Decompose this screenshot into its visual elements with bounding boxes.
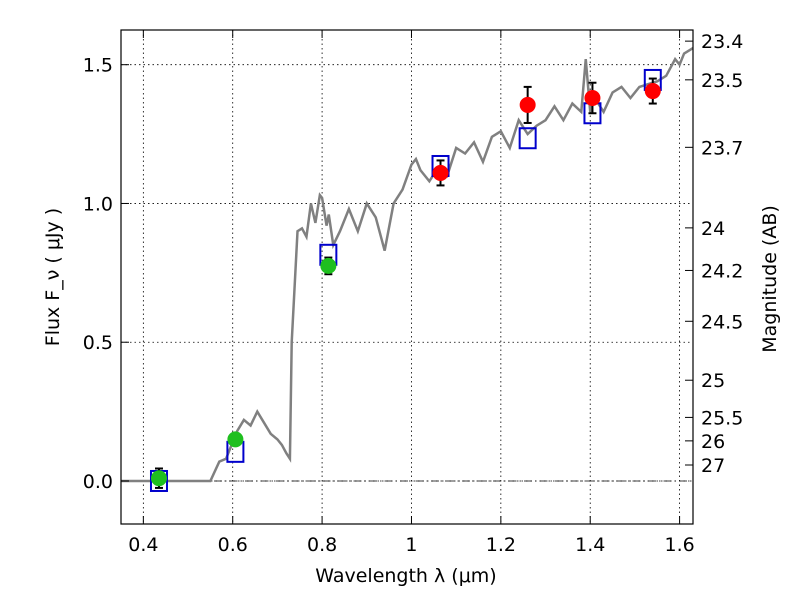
observed-optical-points	[150, 256, 337, 489]
y2-tick-label: 25.5	[701, 407, 743, 429]
x-tick-label: 0.4	[128, 534, 158, 556]
y2-tick-label: 23.4	[701, 31, 743, 53]
y2-tick-label: 27	[701, 455, 725, 477]
plot-frame	[120, 29, 694, 525]
y2-axis-title: Magnitude (AB)	[759, 205, 781, 353]
y2-tick-label: 24.2	[701, 260, 743, 282]
nir-point-marker	[644, 83, 661, 100]
optical-point-marker	[150, 470, 167, 487]
y-tick-label: 0.0	[83, 471, 113, 493]
optical-point-marker	[227, 431, 244, 448]
y2-tick-label: 26	[701, 431, 725, 453]
x-tick-label: 1.4	[575, 534, 605, 556]
x-tick-label: 0.6	[218, 534, 248, 556]
x-tick-label: 1.6	[664, 534, 694, 556]
y2-tick-label: 23.5	[701, 70, 743, 92]
x-axis-ticks: 0.4 0.6 0.8 1 1.2 1.4 1.6	[128, 30, 695, 556]
x-tick-label: 0.8	[307, 534, 337, 556]
model-spectrum-line	[121, 46, 694, 483]
y2-tick-label: 25	[701, 370, 725, 392]
y2-tick-label: 23.7	[701, 137, 743, 159]
nir-point-marker	[584, 89, 601, 106]
observed-nir-points	[432, 77, 661, 187]
y-tick-label: 0.5	[83, 332, 113, 354]
nir-point-marker	[519, 96, 536, 113]
model-photometry-markers	[149, 68, 662, 492]
x-tick-label: 1	[405, 534, 417, 556]
y-axis-title: Flux F_ν ( μJy )	[42, 208, 64, 346]
nir-point-marker	[432, 164, 449, 181]
y2-tick-label: 24	[701, 218, 725, 240]
x-axis-title: Wavelength λ (μm)	[315, 565, 496, 587]
optical-point-marker	[320, 257, 337, 274]
y-tick-label: 1.0	[83, 193, 113, 215]
x-tick-label: 1.2	[486, 534, 516, 556]
y-axis-ticks: 0.0 0.5 1.0 1.5	[83, 55, 129, 493]
y-tick-label: 1.5	[83, 55, 113, 77]
model-photometry-square	[518, 127, 537, 150]
y2-tick-label: 24.5	[701, 311, 743, 333]
